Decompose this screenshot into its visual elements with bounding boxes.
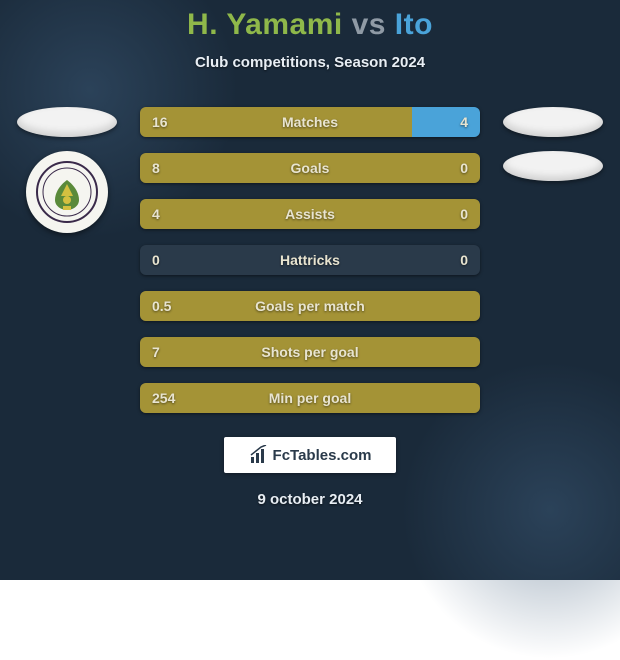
vs-text: vs: [352, 8, 386, 41]
stat-row: Matches16 4: [140, 107, 480, 137]
stat-value-right: 0: [460, 199, 468, 229]
stat-label: Matches: [140, 107, 480, 137]
player2-photo-placeholder: [503, 107, 603, 137]
player1-name: H. Yamami: [187, 8, 343, 41]
main-row: Matches164Goals80Assists40Hattricks00Goa…: [0, 107, 620, 413]
source-logo-text: FcTables.com: [273, 447, 372, 464]
player1-club-badge: [26, 151, 108, 233]
player1-photo-placeholder: [17, 107, 117, 137]
stat-row: Assists4 0: [140, 199, 480, 229]
stat-value-left: 254: [152, 383, 175, 413]
subtitle: Club competitions, Season 2024: [195, 54, 425, 71]
stat-label: Goals per match: [140, 291, 480, 321]
stat-value-left: 7: [152, 337, 160, 367]
club-crest-icon: [35, 160, 99, 224]
stat-row: Min per goal254: [140, 383, 480, 413]
stat-value-left: 0.5: [152, 291, 171, 321]
stats-bars: Matches164Goals80Assists40Hattricks00Goa…: [140, 107, 480, 413]
stat-label: Assists: [140, 199, 480, 229]
chart-icon: [249, 445, 269, 465]
page-title: H. Yamami vs Ito: [187, 8, 433, 42]
stat-value-left: 4: [152, 199, 160, 229]
right-column: [498, 107, 608, 413]
date: 9 october 2024: [257, 491, 362, 508]
stat-row: Shots per goal7: [140, 337, 480, 367]
stat-row: Goals per match0.5: [140, 291, 480, 321]
stat-label: Min per goal: [140, 383, 480, 413]
player2-name: Ito: [395, 8, 433, 41]
left-column: [12, 107, 122, 413]
stat-row: Hattricks0 0: [140, 245, 480, 275]
comparison-card: H. Yamami vs Ito Club competitions, Seas…: [0, 0, 620, 580]
stat-label: Hattricks: [140, 245, 480, 275]
stat-label: Goals: [140, 153, 480, 183]
stat-value-right: 0: [460, 245, 468, 275]
stat-row: Goals8 0: [140, 153, 480, 183]
stat-label: Shots per goal: [140, 337, 480, 367]
stat-value-right: 0: [460, 153, 468, 183]
stat-value-left: 8: [152, 153, 160, 183]
source-logo: FcTables.com: [224, 437, 396, 473]
player2-club-placeholder: [503, 151, 603, 181]
stat-value-right: 4: [460, 107, 468, 137]
stat-value-left: 0: [152, 245, 160, 275]
stat-value-left: 16: [152, 107, 168, 137]
